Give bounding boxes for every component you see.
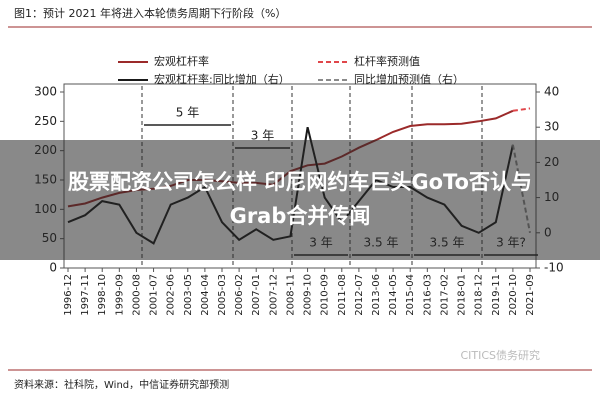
x-tick-label: 2007-01 xyxy=(251,274,262,316)
x-tick-label: 2006-02 xyxy=(234,274,245,316)
x-tick-label: 2009-10 xyxy=(303,274,314,316)
legend-label: 宏观杠杆率 xyxy=(154,54,209,68)
y2-tick-label: 40 xyxy=(544,85,559,99)
x-tick-label: 2011-08 xyxy=(337,274,348,316)
y2-tick-label: 30 xyxy=(544,120,559,134)
x-tick-label: 2002-06 xyxy=(166,274,177,316)
x-tick-label: 2014-05 xyxy=(388,274,399,316)
x-tick-label: 2018-01 xyxy=(457,274,468,316)
x-tick-label: 2017-02 xyxy=(439,274,450,316)
y2-tick-label: -10 xyxy=(544,261,564,275)
x-tick-label: 2015-04 xyxy=(405,274,416,316)
legend-label: 宏观杠杆率:同比增加（右） xyxy=(154,72,290,86)
x-tick-label: 2010-09 xyxy=(320,274,331,316)
y-tick-label: 250 xyxy=(34,114,57,128)
y-tick-label: 0 xyxy=(49,261,57,275)
source: 资料来源：社科院，Wind，中信证券研究部预测 xyxy=(14,378,229,391)
x-tick-label: 2012-07 xyxy=(354,274,365,316)
annotation: 3 年 xyxy=(251,129,274,143)
legend-label: 同比增加预测值（右） xyxy=(354,72,464,86)
x-tick-label: 2004-04 xyxy=(200,274,211,316)
x-tick-label: 2005-03 xyxy=(217,274,228,316)
overlay-title: 股票配资公司怎么样 印尼网约车巨头GoTo否认与 xyxy=(68,170,532,194)
x-tick-label: 2021-09 xyxy=(525,274,536,316)
x-tick-label: 2008-11 xyxy=(285,274,296,316)
x-tick-label: 1996-12 xyxy=(63,274,74,316)
x-tick-label: 2001-07 xyxy=(149,274,160,316)
series-line xyxy=(512,107,531,112)
x-tick-label: 2007-12 xyxy=(268,274,279,316)
x-tick-label: 2018-12 xyxy=(474,274,485,316)
watermark: CITICS债务研究 xyxy=(460,348,540,362)
overlay-band xyxy=(0,140,600,260)
x-tick-label: 2016-03 xyxy=(422,274,433,316)
x-tick-label: 2000-08 xyxy=(131,274,142,316)
overlay-title: Grab合并传闻 xyxy=(230,204,371,228)
legend-label: 杠杆率预测值 xyxy=(354,54,420,68)
annotation: 5 年 xyxy=(176,106,199,120)
y-tick-label: 300 xyxy=(34,85,57,99)
x-tick-label: 2019-11 xyxy=(491,274,502,316)
x-tick-label: 2013-06 xyxy=(371,274,382,316)
x-tick-label: 1997-11 xyxy=(80,274,91,316)
x-tick-label: 2020-10 xyxy=(508,274,519,316)
x-tick-label: 1999-09 xyxy=(114,274,125,316)
x-tick-label: 2003-05 xyxy=(183,274,194,316)
x-tick-label: 1998-10 xyxy=(97,274,108,316)
chart-title: 图1：预计 2021 年将进入本轮债务周期下行阶段（%） xyxy=(14,6,286,20)
